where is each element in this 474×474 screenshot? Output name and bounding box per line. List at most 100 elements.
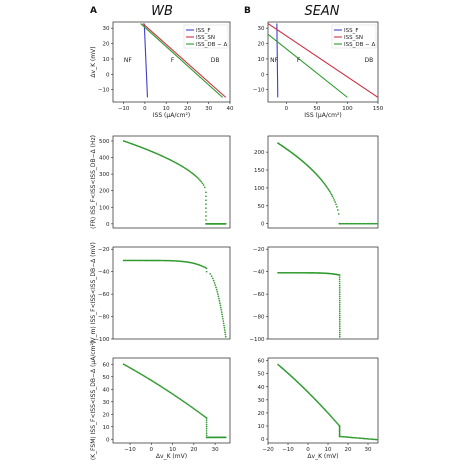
y-tick-label: −20: [253, 247, 265, 253]
plot-frame: [112, 357, 231, 444]
data-point: [220, 308, 223, 311]
y-tick-label: 400: [99, 156, 110, 162]
data-point: [126, 259, 129, 262]
series-line-iss-sn: [268, 23, 378, 98]
plot-frame: [112, 21, 231, 103]
y-tick-label: 40: [258, 385, 265, 391]
y-tick-label: 10: [103, 425, 110, 431]
data-point: [166, 389, 168, 392]
data-point: [359, 437, 362, 440]
data-point: [223, 324, 225, 327]
data-point: [355, 222, 358, 225]
data-point: [191, 406, 194, 409]
data-point: [338, 301, 341, 304]
data-point: [375, 438, 378, 441]
region-label-nf: NF: [270, 57, 278, 64]
data-point: [152, 259, 155, 262]
data-point: [357, 437, 359, 439]
legend-box: [331, 24, 377, 49]
data-point: [345, 436, 348, 438]
data-point: [193, 408, 196, 411]
data-point: [371, 438, 374, 441]
data-point: [351, 222, 354, 225]
data-point: [341, 222, 344, 225]
y-tick-label: 60: [103, 362, 110, 368]
data-point: [209, 273, 212, 275]
data-point: [350, 222, 353, 225]
y-tick-label: 30: [258, 26, 265, 32]
data-point: [351, 436, 354, 439]
data-point: [210, 275, 213, 278]
data-point: [338, 329, 341, 332]
data-point: [336, 209, 339, 211]
data-point: [162, 387, 165, 389]
panel-letter-a: A: [90, 6, 97, 16]
data-point: [334, 201, 336, 203]
data-point: [367, 438, 370, 440]
data-point: [216, 291, 219, 293]
region-label-db: DB: [211, 57, 220, 64]
data-point: [157, 259, 160, 262]
data-point: [178, 397, 180, 400]
y-tick-label: 30: [103, 400, 110, 406]
y-tick-label: 10: [258, 424, 265, 430]
plot-area: [122, 259, 227, 338]
x-tick-label: −10: [118, 106, 130, 112]
data-point: [175, 395, 178, 398]
x-tick-label: 0: [306, 447, 310, 453]
data-point: [338, 222, 341, 225]
data-point: [338, 321, 341, 323]
data-point: [200, 413, 203, 416]
y-tick-label: −40: [98, 270, 110, 276]
data-point: [205, 432, 208, 434]
plot-frame: [267, 21, 379, 103]
x-tick-label: −10: [124, 447, 136, 453]
data-point: [326, 186, 328, 189]
data-point: [338, 289, 341, 291]
chart-sean-row-3: 0 10 20 30 40 50 60 −20 −10 0 10 20 30 Δv_K (mV): [258, 357, 379, 460]
data-point: [160, 259, 162, 262]
y-axis-label: ⟨K_FSM⟩ ISS_F<ISS<ISS_DB−Δ (μA/cm²): [90, 341, 97, 460]
data-point: [342, 222, 345, 225]
data-point: [164, 388, 167, 391]
y-tick-label: 0: [106, 222, 110, 228]
data-point: [187, 404, 190, 406]
x-tick-label: −20: [262, 447, 274, 453]
x-tick-label: 40: [227, 106, 234, 112]
data-point: [173, 260, 175, 262]
data-point: [197, 410, 200, 413]
data-point: [338, 303, 341, 306]
legend-entry: ISS_SN: [344, 35, 363, 41]
chart-sean-row-2: −100 −80 −60 −40 −20: [249, 246, 379, 343]
data-point: [155, 259, 157, 262]
y-tick-label: 20: [103, 412, 110, 418]
data-point: [338, 284, 341, 287]
data-point: [123, 259, 126, 262]
plot-area: [122, 140, 227, 225]
data-point: [202, 414, 204, 417]
data-point: [176, 260, 179, 262]
data-point: [202, 184, 205, 186]
data-point: [348, 436, 350, 439]
data-point: [338, 432, 341, 434]
region-label-nf: NF: [124, 57, 132, 64]
data-point: [328, 190, 331, 193]
data-point: [344, 222, 346, 225]
y-axis-label: ⟨FR⟩ ISS_F<ISS<ISS_DB−Δ (Hz): [90, 135, 97, 229]
y-tick-label: −10: [253, 88, 265, 94]
data-point: [221, 313, 223, 316]
data-point: [214, 284, 217, 286]
data-point: [338, 335, 341, 338]
data-point: [142, 259, 144, 262]
plot-area: [122, 363, 227, 439]
data-point: [184, 401, 186, 404]
data-point: [143, 259, 145, 262]
plot-area: [277, 363, 378, 441]
data-point: [164, 259, 167, 262]
data-point: [215, 286, 217, 289]
data-point: [222, 322, 225, 325]
data-point: [328, 189, 330, 191]
